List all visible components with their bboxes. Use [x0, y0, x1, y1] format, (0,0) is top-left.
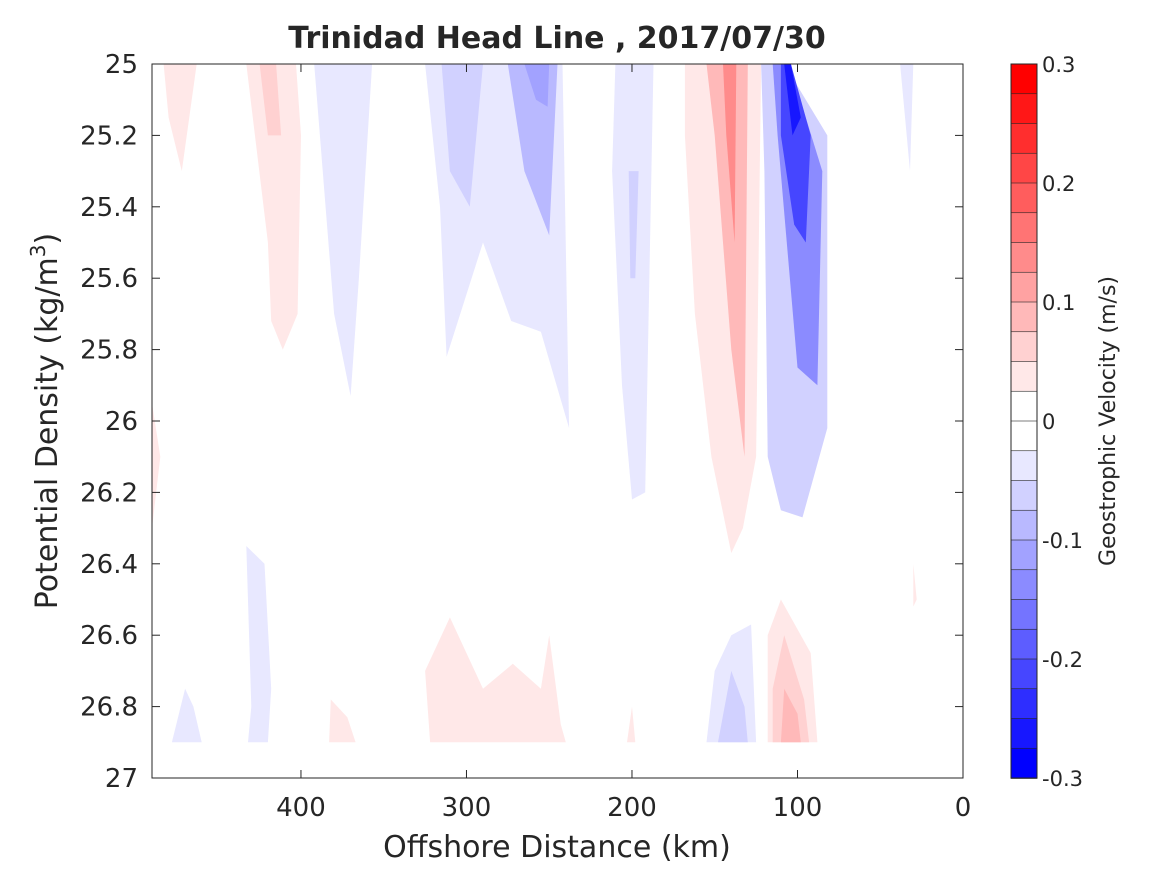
contour-region-pos-a — [163, 64, 197, 172]
colorbar-segment — [1010, 152, 1038, 184]
contour-region-pos-f — [706, 64, 748, 457]
colorbar-segment — [1010, 361, 1038, 393]
contour-region-pos-d — [152, 403, 161, 529]
x-tick-label: 300 — [442, 793, 492, 823]
y-axis-label-superscript: 3 — [26, 244, 50, 257]
colorbar-frame — [1010, 63, 1038, 779]
contour-region-pos-c — [259, 64, 282, 136]
y-tick-label: 25.4 — [80, 193, 138, 223]
colorbar-tick-label: 0.3 — [1042, 53, 1075, 77]
y-axis-label-close: ) — [30, 233, 65, 245]
colorbar-segment — [1010, 718, 1038, 750]
colorbar-segment — [1010, 509, 1038, 541]
colorbar-segment — [1010, 63, 1038, 95]
contour-region-neg-f — [612, 64, 654, 500]
x-tick-label: 200 — [607, 793, 657, 823]
y-axis: 25 25.2 25.4 25.6 25.8 26 26.2 26.4 26.6 26.8 27 — [80, 50, 963, 794]
contour-region-pos-i — [425, 617, 566, 743]
contour-region-pos-l — [772, 635, 810, 743]
contour-region-neg-d — [507, 64, 558, 236]
colorbar-segment — [1010, 331, 1038, 363]
contour-region-neg-n — [171, 688, 202, 743]
colorbar-segment — [1010, 212, 1038, 244]
colorbar-segment — [1010, 480, 1038, 512]
colorbar — [1010, 63, 1038, 779]
x-tick-label: 100 — [773, 793, 823, 823]
colorbar-segment — [1010, 539, 1038, 571]
contour-region-pos-m — [780, 688, 801, 743]
contour-region-neg-k — [784, 64, 801, 136]
contour-region-neg-c — [441, 64, 483, 207]
colorbar-segment — [1010, 569, 1038, 601]
colorbar-ticks: 0.3 0.2 0.1 0 -0.1 -0.2 -0.3 — [1042, 53, 1083, 791]
colorbar-segment — [1010, 450, 1038, 482]
contour-region-neg-a — [314, 64, 373, 396]
colorbar-segment — [1010, 242, 1038, 274]
y-axis-label-main: Potential Density (kg/m — [30, 257, 65, 609]
x-tick-label: 0 — [955, 793, 972, 823]
colorbar-tick-label: 0 — [1042, 410, 1055, 434]
contour-region-pos-b — [209, 64, 301, 350]
y-tick-label: 25 — [105, 50, 138, 80]
y-tick-label: 26.6 — [80, 621, 138, 651]
colorbar-segment — [1010, 390, 1038, 422]
colorbar-label: Geostrophic Velocity (m/s) — [1096, 276, 1121, 566]
contour-region-pos-h — [329, 699, 356, 743]
x-axis-label: Offshore Distance (km) — [383, 830, 731, 865]
contour-region-neg-m — [246, 546, 272, 743]
contour-region-neg-e — [524, 64, 550, 107]
colorbar-segment — [1010, 93, 1038, 125]
y-tick-label: 26.8 — [80, 693, 138, 723]
colorbar-segment — [1010, 628, 1038, 660]
colorbar-segment — [1010, 182, 1038, 214]
contour-region-pos-g — [723, 64, 737, 243]
y-axis-label: Potential Density (kg/m3) — [26, 233, 65, 609]
chart-title: Trinidad Head Line , 2017/07/30 — [288, 21, 825, 56]
contour-region-pos-n — [913, 563, 917, 607]
colorbar-segment — [1010, 658, 1038, 690]
colorbar-segment — [1010, 688, 1038, 720]
colorbar-segment — [1010, 599, 1038, 631]
contour-region-pos-j — [627, 706, 636, 743]
contour-region-neg-g — [628, 171, 639, 279]
plot-area — [152, 64, 917, 743]
colorbar-segment — [1010, 420, 1038, 452]
colorbar-tick-label: -0.1 — [1042, 529, 1083, 553]
contour-region-neg-l — [900, 64, 914, 172]
y-tick-label: 27 — [105, 764, 138, 794]
contour-region-neg-p — [718, 670, 748, 743]
colorbar-tick-label: 0.1 — [1042, 291, 1075, 315]
y-tick-label: 25.8 — [80, 336, 138, 366]
y-tick-label: 25.6 — [80, 264, 138, 294]
y-tick-label: 26.2 — [80, 478, 138, 508]
y-tick-label: 25.2 — [80, 121, 138, 151]
colorbar-tick-label: 0.2 — [1042, 172, 1075, 196]
y-tick-label: 26 — [105, 407, 138, 437]
y-tick-label: 26.4 — [80, 550, 138, 580]
x-axis: 400 300 200 100 0 — [276, 64, 971, 823]
colorbar-segment — [1010, 123, 1038, 155]
colorbar-segment — [1010, 301, 1038, 333]
colorbar-segment — [1010, 271, 1038, 303]
x-tick-label: 400 — [276, 793, 326, 823]
colorbar-segment — [1010, 747, 1038, 779]
contour-region-neg-j — [780, 64, 811, 243]
colorbar-tick-label: -0.2 — [1042, 648, 1083, 672]
colorbar-tick-label: -0.3 — [1042, 767, 1083, 791]
